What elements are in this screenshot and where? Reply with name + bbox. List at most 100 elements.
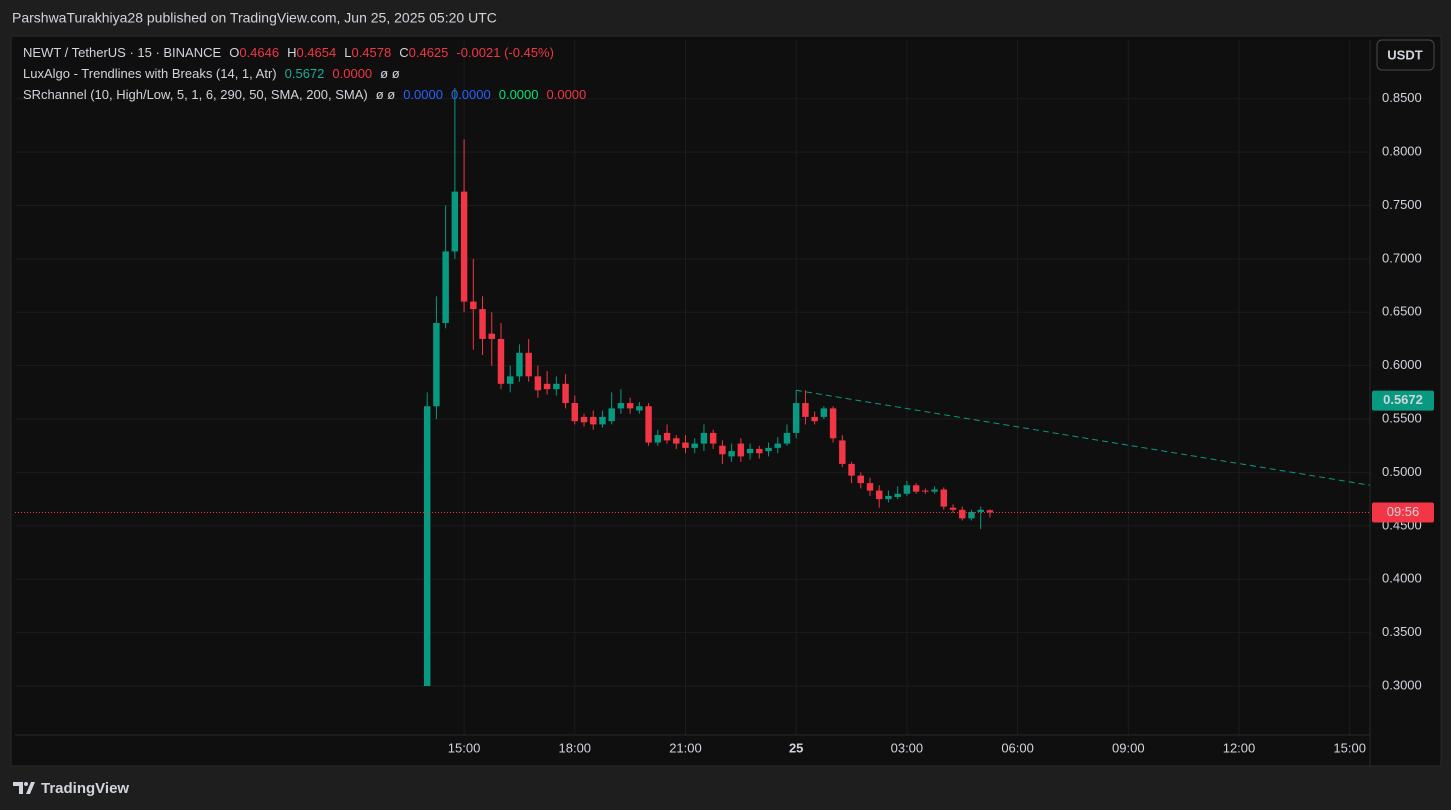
x-tick-label: 12:00 — [1223, 740, 1256, 755]
ohlc-value: 0.4654 — [296, 45, 336, 60]
candle-body — [774, 443, 781, 448]
indicator-value: 0.0000 — [499, 87, 539, 102]
candle-body — [756, 448, 763, 454]
candle-body — [802, 403, 809, 417]
indicator-name: LuxAlgo - Trendlines with Breaks (14, 1,… — [23, 66, 277, 81]
candle-body — [488, 333, 495, 339]
candle-body — [959, 509, 966, 519]
candle-body — [663, 432, 671, 441]
indicator-symbols: ø ø — [380, 66, 400, 81]
candle-body — [783, 432, 791, 444]
y-tick-label: 0.6500 — [1382, 304, 1422, 319]
candle-body — [940, 489, 948, 507]
countdown-badge — [1372, 502, 1434, 523]
candle-body — [839, 440, 846, 464]
candle-body — [553, 383, 560, 390]
candle-body — [599, 416, 606, 425]
candle-body — [912, 485, 920, 492]
y-tick-label: 0.7500 — [1382, 197, 1422, 212]
candle-body — [460, 191, 468, 302]
indicator-name: SRchannel (10, High/Low, 5, 1, 6, 290, 5… — [23, 87, 368, 102]
brand-name: TradingView — [41, 780, 129, 797]
candle-body — [903, 485, 911, 494]
candle-body — [820, 408, 828, 417]
y-tick-label: 0.3500 — [1382, 624, 1422, 639]
x-tick-label: 15:00 — [1333, 740, 1366, 755]
change: -0.0021 (-0.45%) — [456, 45, 554, 60]
trendline — [796, 389, 1371, 486]
indicator-badge — [1372, 390, 1434, 411]
indicator-value: 0.0000 — [451, 87, 491, 102]
x-tick-label: 21:00 — [669, 740, 702, 755]
candle-body — [894, 493, 901, 497]
candle-body — [442, 251, 449, 323]
indicator-row: LuxAlgo - Trendlines with Breaks (14, 1,… — [23, 66, 400, 81]
ohlc-key: H — [287, 45, 296, 60]
currency-button-label[interactable]: USDT — [1387, 47, 1422, 62]
candle-body — [571, 403, 579, 422]
indicator-value: 0.0000 — [332, 66, 372, 81]
candle-body — [977, 509, 984, 512]
candle-body — [580, 416, 588, 423]
x-tick-label: 03:00 — [891, 740, 924, 755]
candle-body — [617, 403, 625, 409]
currency-button[interactable] — [1376, 39, 1435, 71]
candle-body — [848, 463, 855, 476]
ohlc-value: 0.4625 — [409, 45, 449, 60]
ohlc-value: 0.4578 — [351, 45, 391, 60]
candle-body — [875, 490, 883, 500]
candle-body — [682, 442, 689, 448]
indicator-symbols: ø ø — [376, 87, 396, 102]
candle-body — [691, 443, 698, 448]
logo-mark — [13, 782, 35, 794]
x-tick-label: 09:00 — [1112, 740, 1145, 755]
candle-body — [986, 510, 994, 513]
candle-body — [700, 432, 708, 444]
candle-body — [737, 443, 745, 457]
candle-body — [866, 483, 874, 491]
candle-body — [534, 376, 542, 391]
indicator-row: SRchannel (10, High/Low, 5, 1, 6, 290, 5… — [23, 87, 586, 102]
y-tick-label: 0.8500 — [1382, 90, 1422, 105]
ohlc-key: O — [229, 45, 239, 60]
x-tick-label: 15:00 — [448, 740, 481, 755]
candle-body — [562, 383, 569, 404]
candle-body — [857, 475, 864, 484]
y-tick-label: 0.8000 — [1382, 144, 1422, 159]
candle-body — [719, 445, 726, 455]
x-tick-label: 25 — [789, 740, 803, 755]
candle-body — [423, 406, 431, 686]
countdown-label: 09:56 — [1387, 504, 1420, 519]
candle-body — [885, 495, 892, 500]
candle-body — [654, 435, 662, 443]
candle-body — [645, 406, 652, 443]
candle-body — [608, 408, 615, 422]
candle-body — [949, 507, 957, 510]
candle-body — [765, 447, 772, 452]
candle-body — [922, 490, 929, 492]
candle-body — [673, 438, 680, 444]
candle-body — [516, 352, 523, 377]
candle-body — [543, 383, 551, 390]
candle-body — [968, 511, 975, 519]
y-tick-label: 0.5500 — [1382, 410, 1422, 425]
y-tick-label: 0.4000 — [1382, 571, 1422, 586]
chart-panel — [10, 35, 1442, 767]
candle-body — [636, 406, 643, 411]
indicator-badge-label: 0.5672 — [1383, 392, 1423, 407]
candle-body — [506, 376, 514, 384]
candle-body — [746, 448, 754, 454]
ohlc-value: 0.4646 — [239, 45, 279, 60]
candle-body — [451, 191, 459, 252]
ohlc-key: L — [344, 45, 351, 60]
y-tick-label: 0.3000 — [1382, 677, 1422, 692]
candle-body — [497, 338, 505, 384]
plot: 0.30000.35000.40000.45000.50000.55000.60… — [15, 40, 1434, 766]
candle-body — [811, 416, 818, 422]
indicator-value: 0.5672 — [285, 66, 325, 81]
candle-body — [829, 408, 837, 439]
x-tick-label: 18:00 — [559, 740, 592, 755]
candle-body — [792, 403, 800, 433]
y-tick-label: 0.7000 — [1382, 250, 1422, 265]
